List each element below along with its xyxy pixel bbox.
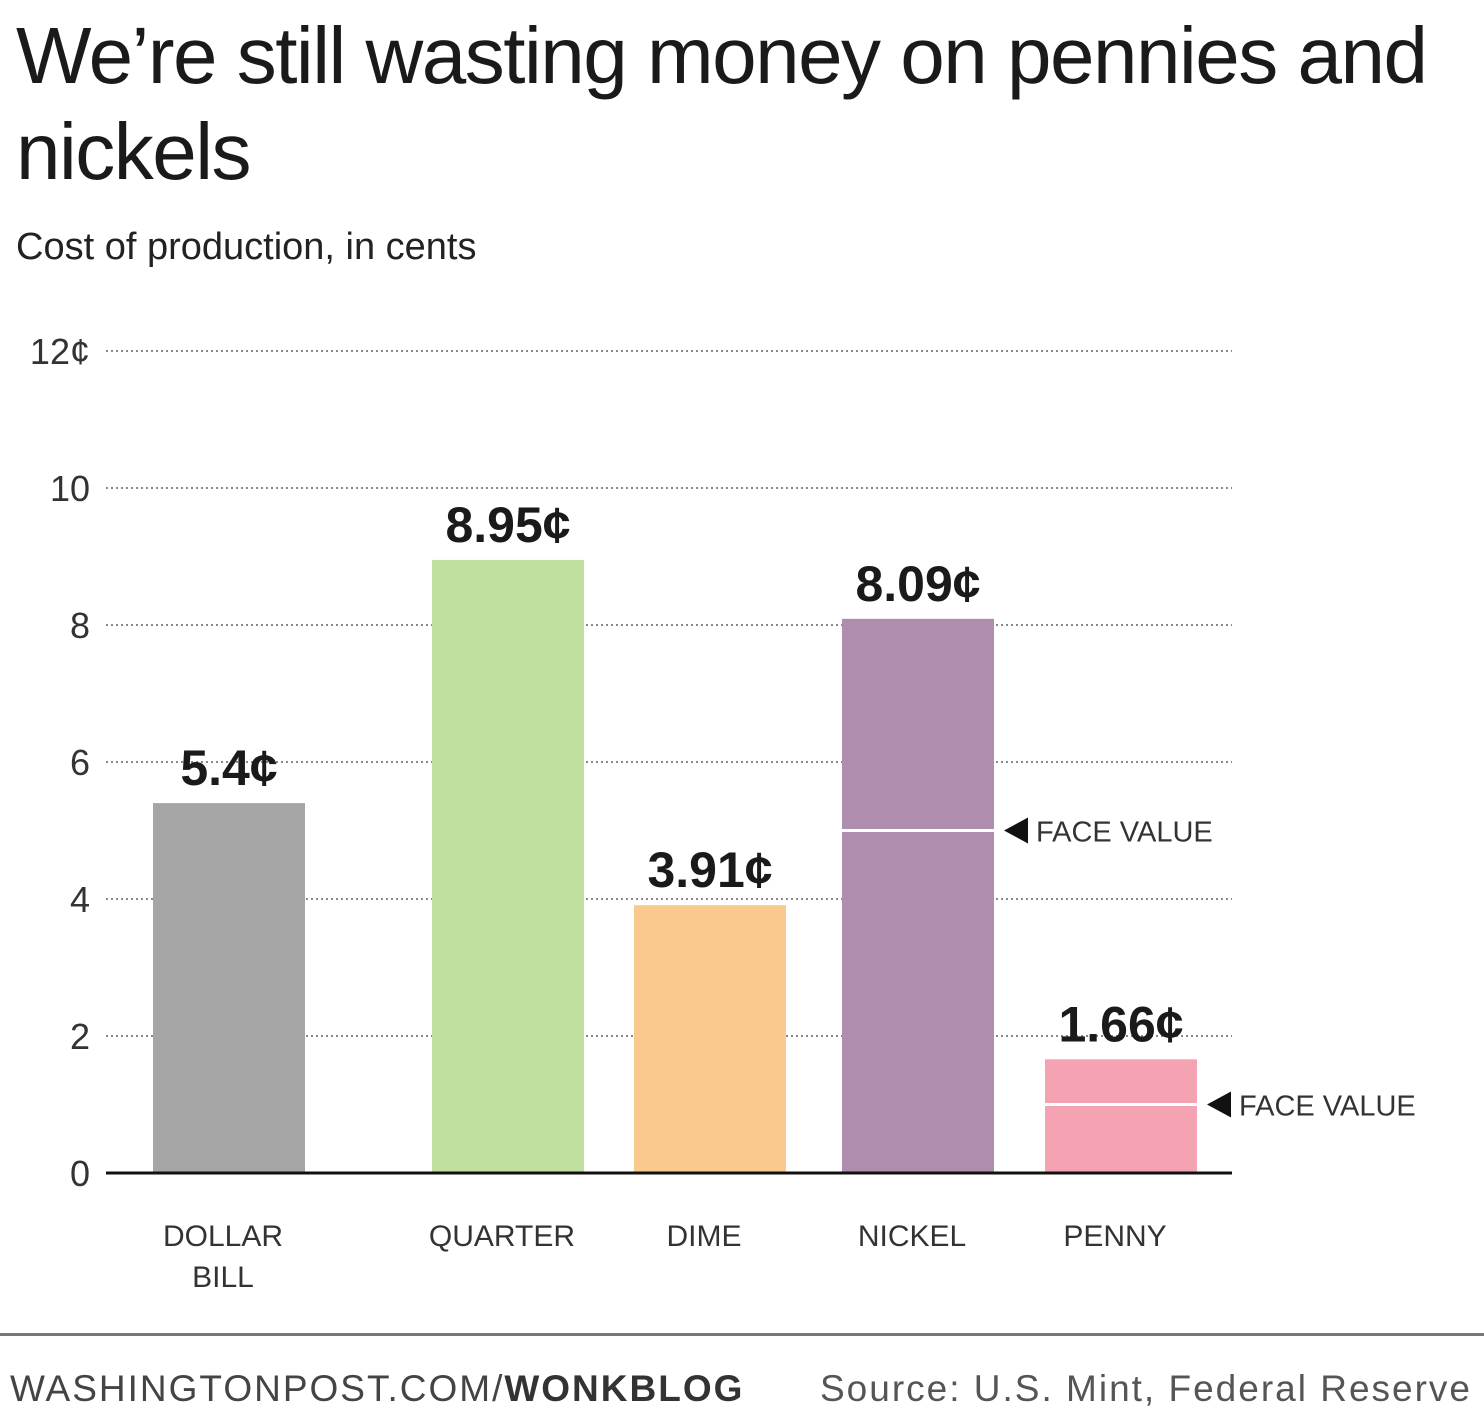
category-label: BILL — [192, 1261, 254, 1294]
bar — [842, 618, 994, 1173]
y-tick-label: 12¢ — [30, 331, 90, 372]
category-label: QUARTER — [429, 1220, 575, 1253]
face-value-label: FACE VALUE — [1239, 1091, 1416, 1123]
chart-subtitle: Cost of production, in cents — [16, 226, 477, 268]
bar-value-label: 5.4¢ — [180, 740, 277, 796]
bar-value-label: 8.95¢ — [445, 497, 570, 553]
y-tick-label: 10 — [50, 468, 90, 509]
bar — [1045, 1059, 1197, 1173]
y-tick-label: 6 — [70, 742, 90, 783]
category-label: DOLLAR — [163, 1220, 283, 1253]
y-tick-label: 2 — [70, 1016, 90, 1057]
y-tick-label: 4 — [70, 879, 90, 920]
bar — [634, 905, 786, 1173]
footer-credit: WASHINGTONPOST.COM/WONKBLOG — [10, 1368, 744, 1410]
chart-title: We’re still wasting money on pennies and… — [16, 11, 1428, 196]
bar-chart: 0 2 4 6 8 10 12¢ 5.4¢ DOLLAR BILL 8.95¢ QUARTER 3.91… — [30, 331, 1416, 1294]
y-tick-label: 8 — [70, 605, 90, 646]
bar-value-label: 8.09¢ — [855, 556, 980, 612]
bar-value-label: 1.66¢ — [1058, 996, 1183, 1052]
bar — [153, 803, 305, 1173]
footer-divider — [0, 1333, 1484, 1336]
bar-value-label: 3.91¢ — [647, 842, 772, 898]
footer-site: WASHINGTONPOST.COM/ — [10, 1368, 505, 1409]
y-tick-label: 0 — [70, 1153, 90, 1194]
face-value-arrow-icon — [1004, 817, 1028, 844]
footer-blog: WONKBLOG — [504, 1368, 745, 1409]
category-label: NICKEL — [858, 1220, 966, 1253]
footer-source: Source: U.S. Mint, Federal Reserve — [820, 1368, 1472, 1409]
face-value-arrow-icon — [1207, 1091, 1231, 1118]
bar — [432, 559, 584, 1173]
category-label: PENNY — [1063, 1220, 1166, 1253]
category-label: DIME — [667, 1220, 742, 1253]
face-value-label: FACE VALUE — [1036, 817, 1213, 849]
